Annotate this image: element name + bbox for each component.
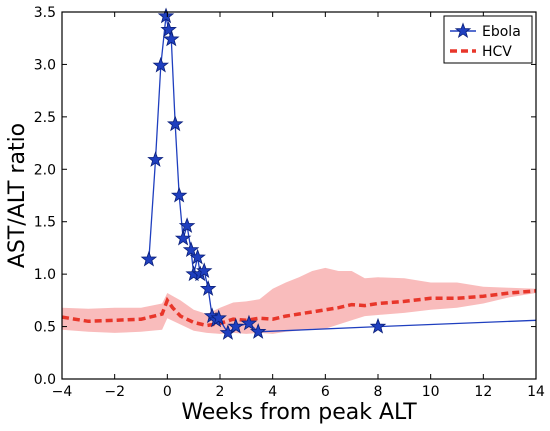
ebola-data-point [178, 217, 196, 233]
hcv-range-band [62, 267, 536, 334]
ebola-data-point [189, 248, 206, 265]
ebola-data-point [240, 314, 258, 331]
ebola-data-point [163, 30, 180, 47]
ebola-data-point [369, 317, 387, 334]
ebola-data-point [157, 7, 175, 24]
y-tick-label: 3.0 [34, 57, 56, 73]
ebola-data-point [160, 21, 177, 37]
ebola-data-point [140, 250, 158, 267]
legend-box [443, 15, 533, 64]
y-axis-title: AST/ALT ratio [5, 123, 30, 268]
x-tick-label: 4 [268, 384, 277, 400]
ebola-marker-layer [140, 7, 387, 340]
y-tick-label: 0.5 [34, 320, 56, 336]
x-tick-label: 2 [216, 384, 225, 400]
ebola-data-point [195, 262, 213, 279]
x-tick-label: −4 [52, 384, 73, 400]
plot-frame [61, 11, 537, 380]
ebola-data-point [199, 280, 217, 296]
y-tick-label: 1.0 [34, 267, 56, 283]
ebola-data-point [227, 317, 245, 334]
y-tick-label: 2.0 [34, 162, 56, 178]
x-axis-title: Weeks from peak ALT [181, 400, 417, 425]
x-tick-label: 0 [163, 384, 172, 400]
y-tick-label: 3.5 [34, 5, 56, 21]
ebola-data-point [147, 151, 164, 167]
ebola-data-point [174, 229, 192, 246]
legend-ebola-label: Ebola [482, 24, 521, 40]
ebola-data-point [170, 186, 188, 203]
hcv-series-line [62, 289, 536, 328]
x-tick-label: 12 [474, 384, 492, 400]
ebola-data-point [182, 241, 200, 258]
x-tick-label: −2 [104, 384, 125, 400]
x-tick-label: 14 [527, 384, 545, 400]
ebola-data-point [249, 323, 267, 339]
y-tick-label: 2.5 [34, 110, 56, 126]
x-tick-label: 8 [374, 384, 383, 400]
hcv-band-layer [62, 267, 536, 334]
ebola-data-point [166, 115, 184, 132]
y-tick-label: 1.5 [34, 215, 56, 231]
x-tick-label: 10 [422, 384, 440, 400]
x-tick-label: 6 [321, 384, 330, 400]
legend: Ebola HCV [443, 15, 533, 64]
axis-tick-layer: −4 −2 0 2 4 6 8 10 12 14 0.0 0.5 1.0 1.5 2.0 2.5 3.0 3.5 [34, 5, 545, 400]
legend-ebola-star-icon [454, 22, 472, 39]
ebola-data-point [210, 309, 227, 326]
ebola-data-point [152, 56, 169, 73]
legend-hcv-label: HCV [482, 44, 512, 60]
y-tick-label: 0.0 [34, 372, 56, 388]
